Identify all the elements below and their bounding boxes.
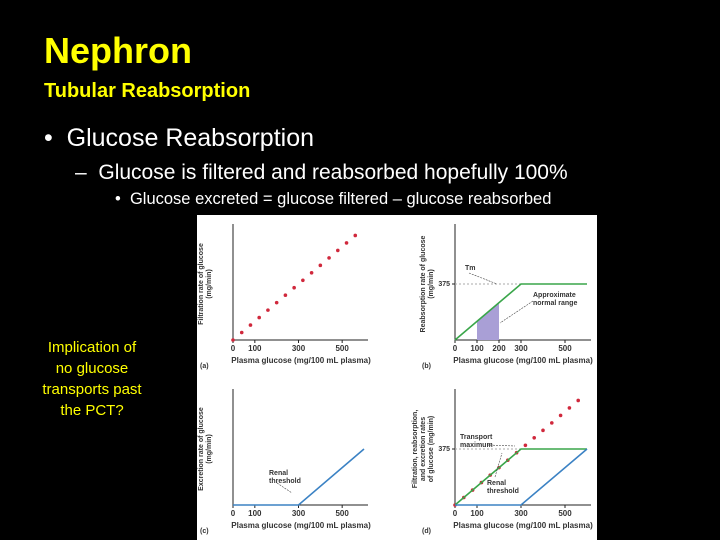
pointer-line (276, 482, 293, 494)
annotation: Renal (269, 470, 288, 477)
data-point (532, 436, 536, 440)
annotation: Approximate (533, 292, 576, 299)
annotation: Transport (460, 434, 493, 441)
data-point (266, 308, 270, 312)
side-note-line: Implication of (47, 339, 137, 356)
y-tick-label: 375 (438, 281, 450, 288)
x-tick-label: 0 (453, 509, 458, 518)
x-tick-label: 100 (248, 344, 262, 353)
data-point (309, 271, 314, 275)
data-line (233, 448, 365, 506)
annotation: maximum (460, 442, 493, 449)
title: Nephron (44, 30, 192, 71)
data-line (454, 283, 587, 341)
bullet: Glucose Reabsorption (66, 124, 315, 152)
x-tick-label: 0 (231, 509, 236, 518)
data-line (454, 448, 587, 506)
x-axis-label: Plasma glucose (mg/100 mL plasma) (453, 356, 593, 365)
x-tick-label: 100 (470, 344, 484, 353)
data-point (336, 248, 340, 253)
data-point (550, 421, 554, 425)
side-note-line: no glucose (55, 360, 129, 377)
data-point (576, 398, 580, 403)
sub-bullet-row: – Glucose is filtered and reabsorbed hop… (75, 161, 568, 184)
x-tick-label: 300 (292, 344, 306, 353)
data-point (558, 413, 563, 418)
figure: 0 100 300 500 Plasma glucose (mg/100 mL plas… (197, 215, 597, 540)
pointer-line (486, 444, 516, 447)
y-axis-label: of glucose (mg/min) (428, 416, 435, 483)
x-tick-label: 100 (248, 509, 262, 518)
sub-sub-bullet-row: • Glucose excreted = glucose filtered – … (115, 190, 552, 208)
bullet-row: • Glucose Reabsorption (44, 124, 315, 152)
side-note: Implication of no glucose transports past t… (22, 337, 162, 421)
y-axis-label: Filtration, reabsorption, (412, 410, 419, 489)
x-tick-label: 500 (335, 344, 349, 353)
data-point (283, 293, 288, 297)
x-tick-label: 500 (335, 509, 349, 518)
panel-label: (c) (200, 528, 209, 535)
x-tick-label: 0 (231, 344, 236, 353)
data-point (318, 263, 323, 268)
panel-label: (b) (422, 363, 431, 370)
panel-label: (a) (200, 363, 209, 370)
data-point (301, 278, 305, 283)
x-axis-label: Plasma glucose (mg/100 mL plasma) (453, 521, 593, 530)
data-point (541, 428, 545, 433)
x-tick-label: 500 (558, 344, 572, 353)
data-point (523, 443, 528, 448)
x-tick-label: 500 (558, 509, 572, 518)
pointer-line (494, 452, 503, 478)
x-tick-label: 300 (514, 344, 528, 353)
data-point (353, 233, 358, 238)
data-point (567, 406, 572, 410)
y-tick-label: 375 (438, 446, 450, 453)
data-point (248, 323, 253, 327)
y-axis-label: Excretion rate of glucose (198, 407, 205, 491)
annotation: threshold (269, 478, 301, 485)
annotation: Renal (487, 480, 506, 487)
side-note-line: transports past (42, 381, 142, 398)
x-axis-label: Plasma glucose (mg/100 mL plasma) (231, 521, 371, 530)
normal-range-shade (477, 302, 499, 340)
pointer-line (468, 272, 498, 285)
y-axis-label: Filtration rate of glucose (198, 243, 205, 325)
annotation: threshold (487, 488, 519, 495)
x-tick-label: 100 (470, 509, 484, 518)
x-tick-label: 0 (453, 344, 458, 353)
y-axis-label: and excretion rates (420, 417, 427, 481)
data-point (327, 256, 331, 260)
sub-bullet: Glucose is filtered and reabsorbed hopef… (98, 161, 568, 184)
data-point (239, 330, 244, 335)
x-tick-label: 300 (514, 509, 528, 518)
data-point (274, 300, 279, 305)
data-point (292, 285, 296, 290)
x-axis-label: Plasma glucose (mg/100 mL plasma) (231, 356, 371, 365)
y-axis-label: (mg/min) (206, 269, 213, 299)
annotation: Tm (465, 265, 476, 272)
figure-background (197, 215, 597, 540)
x-tick-label: 200 (492, 344, 506, 353)
side-note-line: the PCT? (60, 402, 124, 419)
data-line (455, 448, 588, 506)
subtitle: Tubular Reabsorption (44, 80, 251, 102)
y-axis-label: Reabsorption rate of glucose (420, 235, 427, 332)
panel-label: (d) (422, 528, 431, 535)
data-point (257, 315, 261, 320)
data-point (344, 241, 349, 245)
x-tick-label: 300 (292, 509, 306, 518)
y-axis-label: (mg/min) (206, 434, 213, 464)
sub-sub-bullet: Glucose excreted = glucose filtered – gl… (129, 190, 552, 208)
pointer-line (499, 300, 534, 324)
data-point (231, 338, 235, 342)
annotation: normal range (533, 300, 577, 307)
y-axis-label: (mg/min) (428, 269, 435, 299)
